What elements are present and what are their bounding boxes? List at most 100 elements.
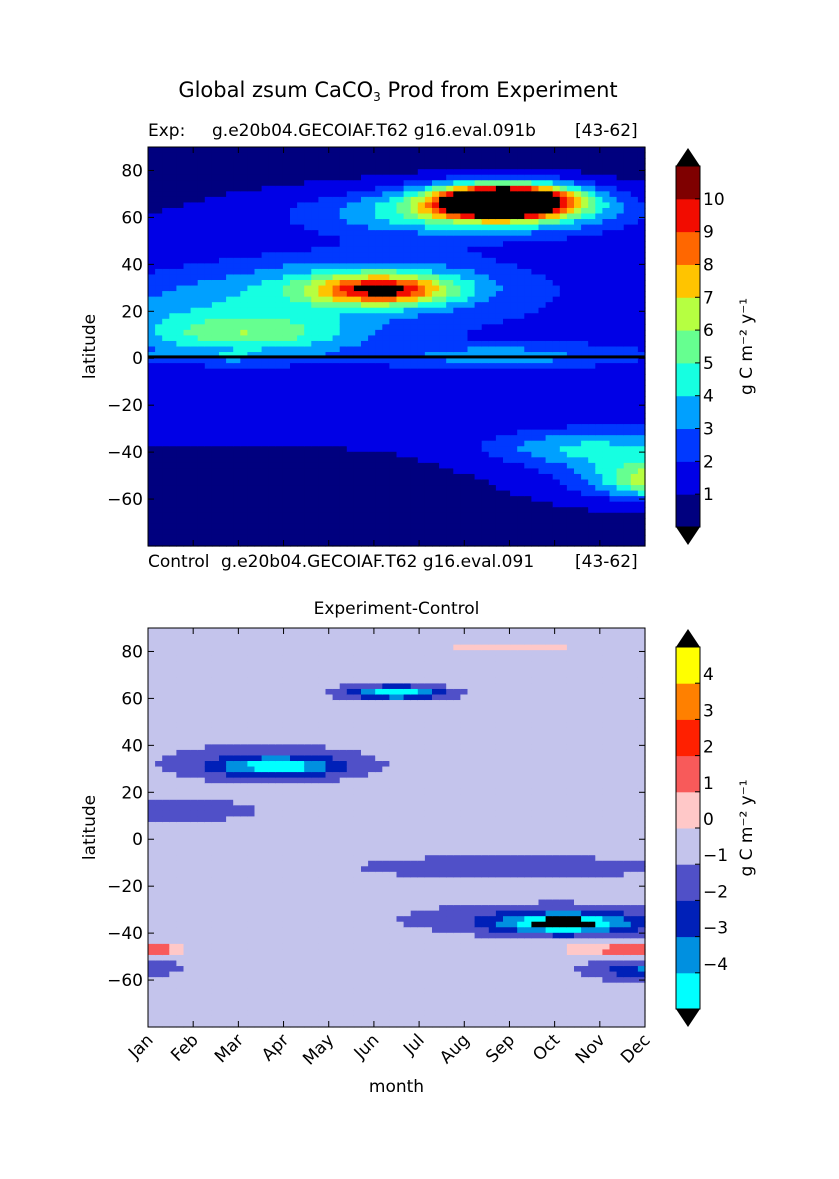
field-cell [368,490,376,497]
field-cell [396,335,405,342]
field-cell [247,313,256,320]
field-cell [169,512,177,519]
field-cell [552,501,561,508]
field-cell [474,246,483,253]
field-cell [566,440,575,447]
field-cell [353,191,362,198]
field-cell [552,374,561,381]
field-cell [311,385,319,392]
field-cell [467,424,476,431]
field-cell [233,418,241,425]
field-cell [432,462,440,470]
field-cell [268,374,277,381]
field-cell [609,207,618,215]
field-cell [339,174,348,181]
field-cell [275,202,284,209]
field-cell [368,424,376,431]
field-cell [481,379,490,386]
field-cell [467,368,476,375]
field-cell [446,169,454,176]
field-cell [162,257,170,264]
field-cell [623,329,632,337]
field-cell [304,363,312,370]
field-cell [382,523,390,530]
field-cell [375,368,383,375]
field-cell [382,540,390,547]
field-cell [339,468,348,475]
field-cell [297,346,305,353]
field-cell [155,479,163,486]
field-cell [552,185,561,192]
field-cell [346,451,355,458]
field-cell [233,274,241,281]
field-cell [595,496,603,503]
field-cell [346,230,355,237]
field-cell [439,479,447,486]
field-cell [211,523,220,530]
field-cell [474,490,483,497]
field-cell [559,147,568,154]
field-cell [311,529,319,536]
field-cell [275,169,284,176]
field-cell [503,429,511,436]
field-cell [623,479,632,486]
field-cell [197,385,206,392]
field-cell [226,385,234,392]
field-cell [275,473,284,481]
field-cell [183,407,192,414]
field-cell [325,396,334,403]
field-cell [247,357,256,364]
field-cell [630,307,639,314]
field-cell [332,307,341,314]
field-cell [361,418,369,425]
field-cell [339,363,348,370]
field-cell [261,346,270,353]
field-cell [623,462,632,470]
field-cell [361,379,369,386]
field-cell [495,180,504,187]
field-cell [432,158,440,165]
field-cell [488,446,497,453]
field-cell [616,196,625,204]
field-cell [318,457,327,464]
field-cell [311,518,319,525]
field-cell [432,435,440,442]
field-cell [325,196,334,204]
field-cell [311,263,319,270]
field-cell [623,468,632,475]
field-cell [467,540,476,547]
field-cell [346,468,355,475]
field-cell [616,374,625,381]
field-cell [282,479,291,486]
field-cell [531,329,540,337]
field-cell [155,512,163,519]
field-cell [368,507,376,514]
field-cell [566,540,575,547]
field-cell [630,368,639,375]
field-cell [275,318,284,325]
field-cell [389,285,398,292]
field-cell [290,219,298,226]
field-cell [318,435,327,442]
field-cell [566,252,575,259]
field-cell [467,457,476,464]
field-cell [375,230,383,237]
field-cell [219,523,227,530]
field-cell [325,324,334,331]
field-cell [304,324,312,331]
field-cell [616,512,625,519]
field-cell [446,207,454,215]
field-cell [503,490,511,497]
field-cell [510,340,518,348]
field-cell [275,313,284,320]
field-cell [524,302,532,309]
field-cell [155,340,163,348]
field-cell [325,540,334,547]
field-cell [623,285,632,292]
field-cell [595,507,603,514]
field-cell [616,257,625,264]
field-cell [439,268,447,276]
field-cell [559,424,568,431]
field-cell [474,501,483,508]
field-cell [297,246,305,253]
